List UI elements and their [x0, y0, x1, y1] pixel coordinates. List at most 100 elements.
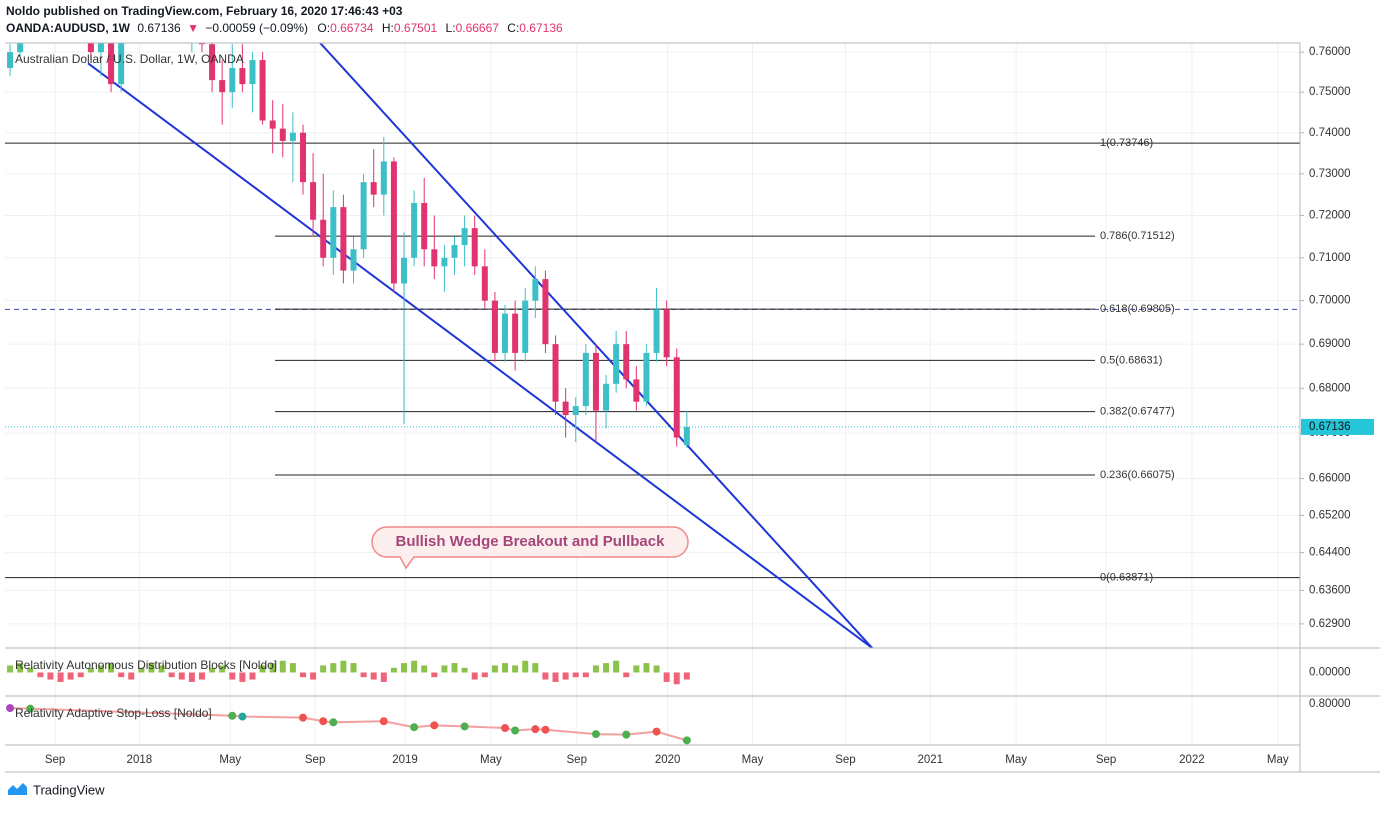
histogram-bar	[673, 672, 680, 685]
candle-body	[592, 352, 599, 411]
histogram-bar	[451, 663, 458, 673]
histogram-bar	[471, 672, 478, 680]
candle-body	[552, 344, 559, 402]
histogram-bar	[562, 672, 569, 680]
stop-loss-dot	[329, 718, 338, 727]
stop-loss-dot	[541, 725, 550, 734]
histogram-bar	[623, 672, 630, 678]
x-tick-label: Sep	[835, 754, 855, 766]
histogram-bar	[613, 660, 620, 673]
histogram-bar	[198, 672, 205, 680]
candle-body	[390, 161, 397, 284]
histogram-bar	[259, 665, 266, 673]
histogram-bar	[47, 672, 54, 680]
candle-body	[289, 132, 296, 141]
histogram-bar	[633, 665, 640, 673]
histogram-bar	[491, 665, 498, 673]
histogram-bar	[158, 665, 165, 673]
overlays	[5, 43, 1300, 648]
indicator-label: Relativity Adaptive Stop-Loss [Noldo]	[15, 706, 212, 720]
y-tick-label: 0.00000	[1309, 667, 1351, 679]
annotation: Bullish Wedge Breakout and Pullback	[396, 533, 666, 550]
candle-body	[522, 300, 529, 353]
x-tick-label: May	[1005, 754, 1027, 766]
candle-body	[330, 207, 337, 258]
stop-loss-dot	[430, 721, 439, 730]
candle-body	[209, 44, 216, 81]
x-tick-label: Sep	[1096, 754, 1116, 766]
candle-body	[97, 43, 104, 53]
candle-body	[320, 219, 327, 258]
indicator-pane	[6, 704, 691, 745]
fib-label: 0.618(0.69805)	[1100, 303, 1175, 315]
candle-body	[663, 309, 670, 358]
x-tick-label: May	[480, 754, 502, 766]
histogram-bar	[653, 665, 660, 673]
histogram-bar	[249, 672, 256, 680]
last-price-box	[1301, 418, 1374, 435]
callout: Bullish Wedge Breakout and Pullback	[371, 526, 689, 570]
histogram-bar	[360, 672, 367, 678]
histogram-bar	[350, 663, 357, 673]
y-tick-label: 0.74000	[1309, 127, 1351, 139]
histogram-bar	[219, 665, 226, 673]
ohlc-label: H:	[382, 21, 394, 35]
y-tick-label: 0.70000	[1309, 295, 1351, 307]
candle-body	[613, 344, 620, 384]
histogram-bar	[178, 672, 185, 680]
histogram-bar	[421, 665, 428, 673]
candle-body	[87, 43, 94, 53]
trend-line	[87, 62, 873, 648]
y-tick-label: 0.71000	[1309, 252, 1351, 264]
y-tick-label: 0.68000	[1309, 382, 1351, 394]
y-tick-label: 0.76000	[1309, 46, 1351, 58]
x-tick-label: 2020	[655, 754, 681, 766]
histogram-bar	[663, 672, 670, 682]
candle-body	[603, 383, 610, 411]
histogram-bar	[431, 672, 438, 678]
histogram-bar	[148, 663, 155, 673]
histogram-bar	[108, 663, 115, 673]
close-value: 0.67136	[519, 21, 563, 35]
series-legend: Australian Dollar / U.S. Dollar, 1W, OAN…	[15, 52, 244, 66]
histogram-bar	[582, 672, 589, 678]
x-tick-label: 2022	[1179, 754, 1205, 766]
candle-body	[360, 182, 367, 250]
x-tick-label: Sep	[45, 754, 65, 766]
fib-label: 0.382(0.67477)	[1100, 406, 1175, 418]
histogram-bar	[138, 667, 145, 673]
stop-loss-dot	[511, 726, 520, 735]
x-tick-label: May	[742, 754, 764, 766]
histogram-bar	[603, 663, 610, 673]
histogram-bar	[401, 663, 408, 673]
symbol: OANDA:AUDUSD, 1W	[6, 21, 131, 35]
candle-body	[582, 352, 589, 407]
high-value: 0.67501	[394, 21, 438, 35]
histogram-bar	[188, 672, 195, 682]
ohlc-label: L:	[446, 21, 456, 35]
candle-body	[572, 406, 579, 416]
histogram-bar	[481, 672, 488, 678]
indicator-label: Relativity Autonomous Distribution Block…	[15, 658, 277, 672]
x-tick-label: May	[219, 754, 241, 766]
x-tick-label: 2021	[917, 754, 943, 766]
ohlc-label: O:	[317, 21, 330, 35]
histogram-bar	[57, 672, 64, 682]
histogram-bar	[552, 672, 559, 682]
x-tick-label: 2019	[392, 754, 418, 766]
stop-loss-dot	[26, 704, 35, 713]
stop-loss-dot	[319, 717, 328, 726]
histogram-bar	[87, 667, 94, 673]
callout-box	[371, 526, 689, 570]
candle-body	[411, 202, 418, 258]
candle-body	[421, 202, 428, 250]
histogram-bar	[683, 672, 690, 680]
candle-body	[491, 300, 498, 353]
histogram-bar	[209, 667, 216, 673]
y-tick-label: 0.65200	[1309, 509, 1351, 521]
y-tick-label: 0.72000	[1309, 210, 1351, 222]
candle-body	[683, 426, 690, 446]
change: −0.00059 (−0.09%)	[205, 21, 308, 35]
histogram-bar	[97, 665, 104, 673]
brand: TradingView	[8, 782, 105, 797]
